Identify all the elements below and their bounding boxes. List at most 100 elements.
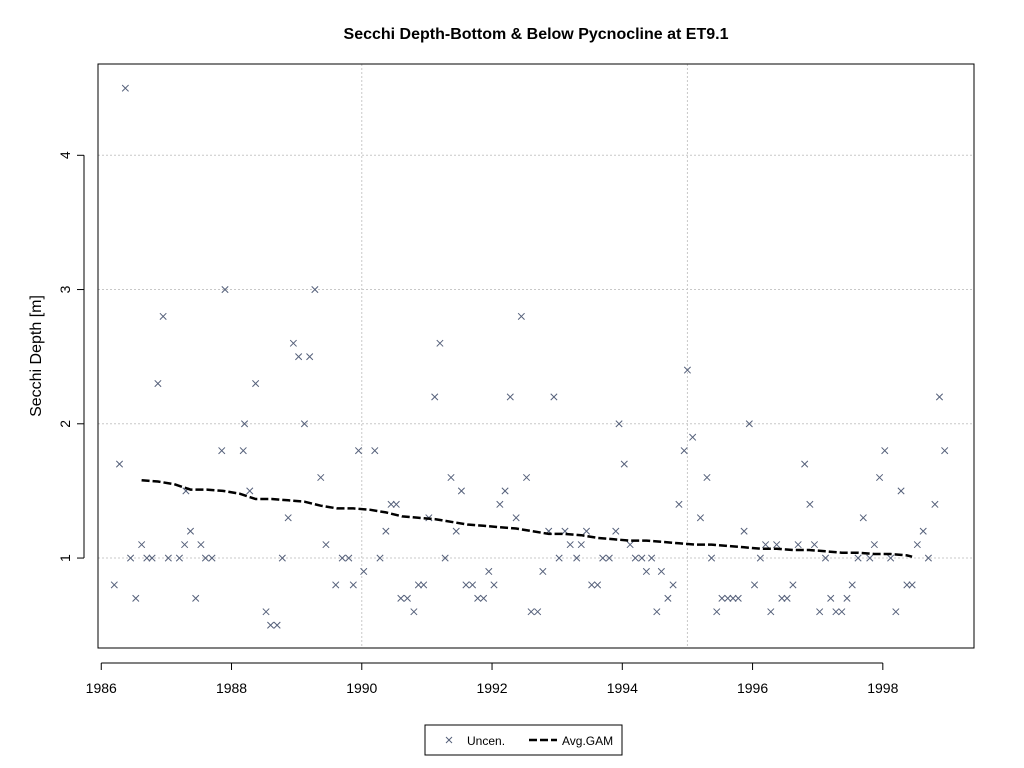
data-point (115, 460, 124, 468)
data-point (512, 514, 520, 522)
data-point (127, 554, 135, 562)
data-point (496, 500, 504, 508)
data-point (218, 447, 226, 455)
data-point (866, 554, 874, 562)
y-tick-label-1: 1 (57, 554, 73, 562)
plot-frame (97, 63, 975, 649)
data-point (827, 594, 835, 602)
data-point (306, 353, 314, 361)
data-point (534, 608, 542, 616)
data-point (197, 541, 205, 549)
data-point (431, 393, 439, 401)
data-point (740, 527, 748, 535)
data-point (566, 541, 574, 549)
data-point (626, 541, 634, 549)
data-point (523, 473, 531, 482)
data-point (164, 554, 172, 562)
data-point (201, 554, 210, 562)
data-point (239, 447, 247, 455)
data-point (816, 608, 824, 616)
data-point (392, 500, 400, 508)
legend-box (424, 724, 623, 756)
data-point (490, 581, 498, 589)
data-point (919, 527, 927, 535)
data-point (843, 594, 851, 602)
data-point (317, 473, 325, 482)
data-point (148, 554, 156, 562)
data-point (555, 554, 563, 562)
data-point (246, 487, 254, 495)
data-point (577, 541, 585, 549)
data-point (605, 554, 613, 562)
chart-title: Secchi Depth-Bottom & Below Pycnocline a… (344, 26, 729, 43)
data-point (724, 594, 732, 602)
data-point (132, 594, 140, 602)
data-point (838, 608, 846, 616)
y-tick-label-2: 2 (57, 420, 73, 428)
data-point (414, 581, 422, 589)
data-point (284, 514, 292, 522)
uncen-points (110, 84, 949, 629)
data-point (289, 339, 297, 347)
data-point (801, 460, 809, 468)
data-point (311, 285, 319, 294)
data-point (931, 500, 939, 508)
legend-label-gam: Avg.GAM (562, 734, 613, 748)
grid-lines (98, 64, 974, 648)
data-point (696, 514, 705, 522)
data-point (338, 554, 346, 562)
data-point (262, 608, 270, 616)
data-point (447, 473, 455, 482)
data-point (745, 420, 753, 428)
data-point (664, 594, 672, 602)
data-point (582, 527, 591, 535)
data-point (360, 567, 368, 576)
legend: Uncen. Avg.GAM (424, 724, 623, 756)
data-point (783, 594, 791, 602)
y-tick-label-4: 4 (57, 151, 73, 159)
data-point (854, 554, 862, 562)
data-point (573, 554, 581, 562)
data-point (713, 608, 721, 616)
data-point (935, 393, 944, 401)
data-point (278, 554, 286, 562)
data-point (371, 447, 379, 455)
data-point (208, 554, 216, 562)
y-axis: 1 2 3 4 (57, 151, 85, 562)
x-tick-label-1992: 1992 (476, 680, 507, 696)
data-point (517, 312, 525, 320)
data-point (908, 581, 916, 589)
data-point (913, 541, 921, 549)
data-point (159, 312, 167, 320)
data-point (345, 554, 353, 562)
data-point (615, 420, 623, 428)
data-point (410, 608, 418, 616)
data-point (387, 500, 395, 508)
data-point (924, 554, 932, 562)
legend-marker-uncen (445, 736, 453, 744)
data-point (186, 527, 195, 535)
data-point (859, 514, 867, 522)
data-point (192, 594, 200, 602)
x-axis: 1986 1988 1990 1992 1994 1996 1998 (86, 662, 899, 696)
avg-gam-line (141, 478, 913, 558)
data-point (881, 447, 889, 455)
data-point (680, 447, 688, 455)
data-point (480, 594, 488, 602)
data-point (734, 594, 742, 602)
data-point (457, 487, 465, 495)
x-tick-label-1988: 1988 (216, 680, 247, 696)
data-point (436, 339, 444, 347)
data-point (620, 460, 628, 468)
x-tick-label-1998: 1998 (867, 680, 898, 696)
data-point (506, 393, 514, 401)
x-tick-label-1990: 1990 (346, 680, 377, 696)
data-point (474, 594, 482, 602)
data-point (648, 554, 656, 562)
data-point (821, 554, 830, 562)
avg-gam-series (141, 478, 913, 558)
data-point (848, 581, 856, 589)
data-point (354, 447, 363, 455)
data-point (789, 581, 797, 589)
data-point (485, 567, 493, 576)
